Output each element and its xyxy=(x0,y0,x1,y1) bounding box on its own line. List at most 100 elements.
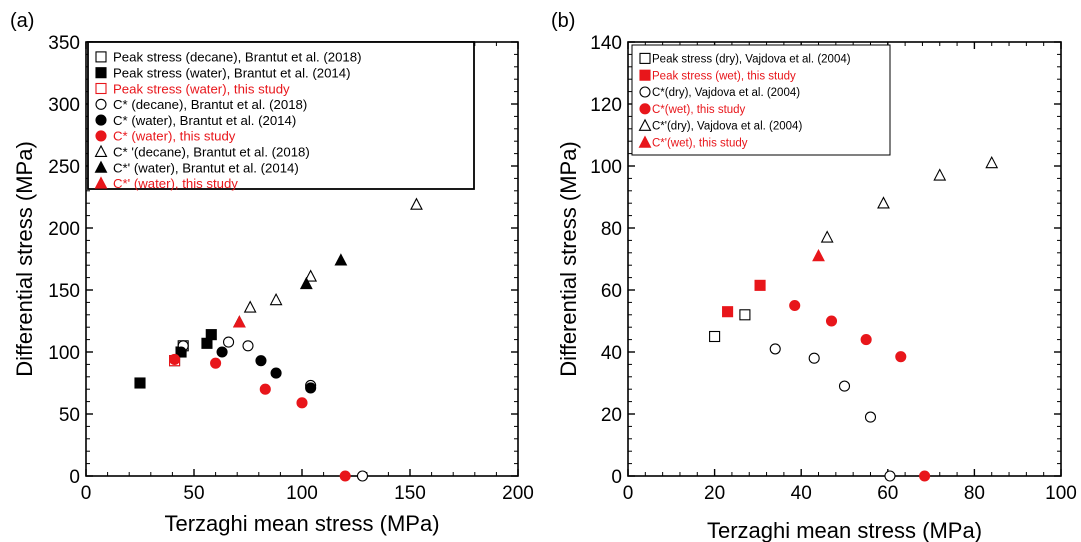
data-point xyxy=(769,343,781,355)
x-tick-label: 60 xyxy=(877,483,898,504)
legend-marker xyxy=(95,114,107,126)
legend-marker xyxy=(639,103,651,115)
y-tick-label: 100 xyxy=(48,343,80,364)
data-point xyxy=(339,470,351,482)
legend-marker xyxy=(95,67,107,79)
y-axis-title: Differential stress (MPa) xyxy=(12,141,37,377)
data-point xyxy=(838,380,851,392)
legend-marker xyxy=(95,82,107,95)
data-point xyxy=(356,470,369,482)
data-point xyxy=(259,383,271,395)
y-tick-label: 120 xyxy=(590,95,622,116)
data-points xyxy=(709,155,999,482)
panel-label: (a) xyxy=(10,10,34,32)
data-point xyxy=(789,299,801,312)
legend-label: Peak stress (dry), Vajdova et al. (2004) xyxy=(652,54,851,66)
x-tick-label: 0 xyxy=(81,483,92,504)
data-point xyxy=(299,276,313,290)
legend-label: C*' (water), this study xyxy=(113,176,238,191)
legend-label: C*'(wet), this study xyxy=(652,138,748,150)
y-tick-label: 0 xyxy=(69,467,80,488)
data-point xyxy=(210,357,222,369)
legend-marker xyxy=(94,144,108,157)
data-point xyxy=(216,346,228,358)
data-point xyxy=(877,196,890,209)
data-point xyxy=(825,315,838,327)
y-tick-label: 140 xyxy=(590,33,622,54)
data-point xyxy=(722,306,734,318)
y-tick-label: 40 xyxy=(601,343,622,364)
legend-marker xyxy=(94,160,108,173)
legend-marker xyxy=(639,86,651,98)
data-points xyxy=(134,197,423,482)
legend-marker xyxy=(638,135,652,148)
x-tick-label: 100 xyxy=(1045,483,1077,504)
data-point xyxy=(243,300,257,313)
data-point xyxy=(305,382,317,394)
legend: Peak stress (decane), Brantut et al. (20… xyxy=(87,41,475,191)
data-point xyxy=(860,334,872,346)
legend-marker xyxy=(95,98,107,110)
x-axis-title: Terzaghi mean stress (MPa) xyxy=(707,518,982,542)
data-point xyxy=(754,279,766,291)
data-point xyxy=(242,340,254,352)
y-tick-label: 80 xyxy=(601,219,622,240)
data-point xyxy=(895,351,907,363)
y-tick-label: 300 xyxy=(48,95,80,116)
y-tick-label: 20 xyxy=(601,405,622,426)
data-point xyxy=(205,329,217,341)
data-point xyxy=(933,168,947,181)
legend-label: C*'(dry), Vajdova et al. (2004) xyxy=(652,121,802,133)
x-tick-label: 20 xyxy=(704,483,725,504)
data-point xyxy=(334,253,348,266)
data-point xyxy=(270,367,282,379)
plot-frame xyxy=(627,41,1062,477)
data-point xyxy=(739,309,751,321)
legend-label: C*' (water), Brantut et al. (2014) xyxy=(113,160,299,175)
legend-label: Peak stress (wet), this study xyxy=(652,70,796,82)
data-point xyxy=(919,470,931,482)
data-point xyxy=(296,397,308,409)
legend-label: C* (water), this study xyxy=(113,129,236,144)
x-tick-label: 0 xyxy=(623,483,634,504)
data-point xyxy=(269,292,283,306)
data-point xyxy=(175,346,187,358)
legend-label: C* (decane), Brantut et al. (2018) xyxy=(113,97,307,112)
data-point xyxy=(808,352,820,364)
legend-marker xyxy=(95,130,107,142)
data-point xyxy=(820,230,834,243)
data-point xyxy=(812,248,825,262)
x-tick-label: 100 xyxy=(286,483,318,504)
x-tick-label: 50 xyxy=(183,483,204,504)
legend-marker xyxy=(639,69,651,81)
y-tick-label: 150 xyxy=(48,281,80,302)
y-tick-label: 350 xyxy=(48,33,80,54)
x-tick-label: 40 xyxy=(791,483,812,504)
data-point xyxy=(985,155,999,169)
legend-label: C* (water), Brantut et al. (2014) xyxy=(113,113,296,128)
legend-label: Peak stress (water), Brantut et al. (201… xyxy=(113,65,350,80)
panel-a: (a) 0 50 100 150 200 0 50 100 150 200 250 300 350 Terz… xyxy=(10,10,534,536)
legend-marker xyxy=(94,176,108,189)
legend-label: Peak stress (water), this study xyxy=(113,81,290,96)
panel-b: (b) 0 20 40 60 80 100 0 20 40 60 80 100 120 140 Terzagh… xyxy=(551,10,1077,542)
data-point xyxy=(134,377,146,389)
data-point xyxy=(304,269,318,282)
data-point xyxy=(864,411,877,423)
data-point xyxy=(255,355,267,367)
legend-label: C* '(decane), Brantut et al. (2018) xyxy=(113,144,310,159)
legend-label: C*(wet), this study xyxy=(652,104,746,116)
legend-box xyxy=(631,44,891,156)
data-point xyxy=(884,470,896,482)
data-point xyxy=(232,315,246,328)
legend-label: C*(dry), Vajdova et al. (2004) xyxy=(652,87,800,99)
legend-marker xyxy=(95,51,107,63)
legend-label: Peak stress (decane), Brantut et al. (20… xyxy=(113,50,362,65)
data-point xyxy=(410,197,423,210)
data-point xyxy=(709,330,721,343)
x-tick-label: 150 xyxy=(394,483,426,504)
x-tick-label: 80 xyxy=(964,483,985,504)
legend: Peak stress (dry), Vajdova et al. (2004)… xyxy=(631,44,891,156)
y-axis-title: Differential stress (MPa) xyxy=(556,141,581,377)
y-tick-label: 100 xyxy=(590,157,622,178)
